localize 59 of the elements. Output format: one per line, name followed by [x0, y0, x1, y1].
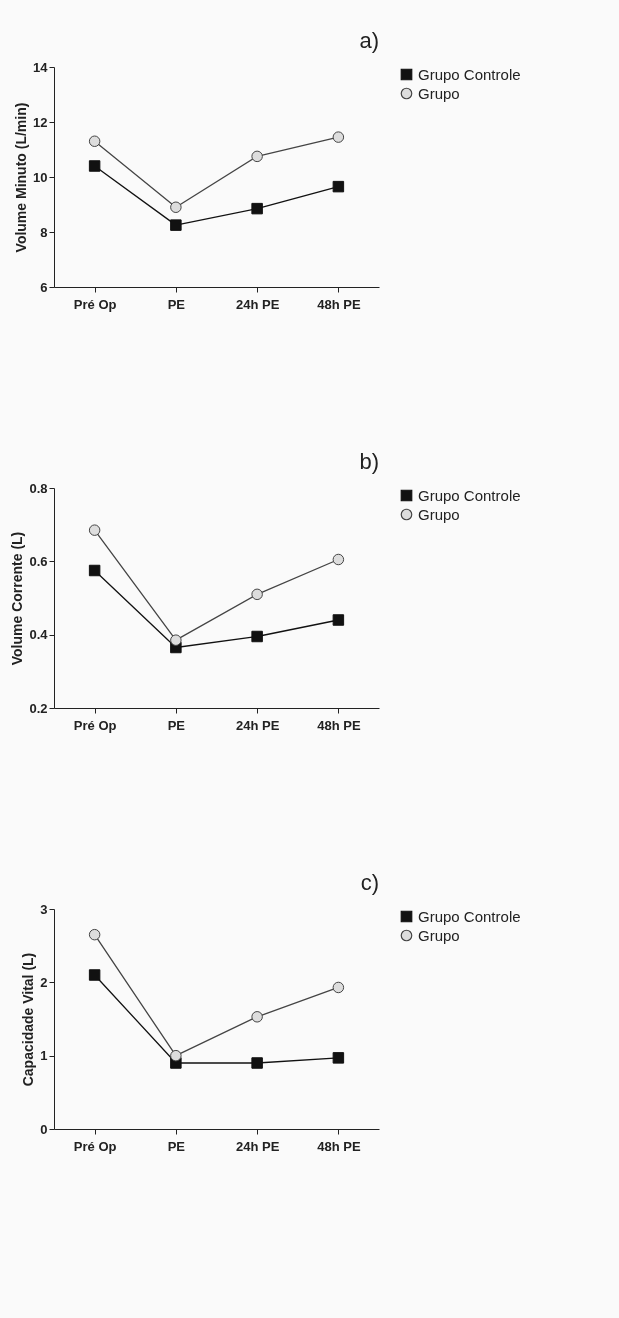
point — [332, 981, 345, 994]
y-tick-label: 10 — [33, 169, 48, 185]
y-tick-label: 0.2 — [29, 700, 48, 716]
y-tick-label: 0.8 — [29, 480, 48, 496]
x-tick-label: 48h PE — [317, 717, 361, 733]
point — [332, 1052, 345, 1064]
legend-label: Grupo — [418, 926, 460, 944]
y-axis-title: Volume Minuto (L/min) — [13, 102, 30, 253]
point — [251, 1011, 263, 1023]
chart-title: c) — [360, 870, 379, 895]
legend-label: Grupo — [418, 505, 460, 523]
point — [251, 202, 263, 215]
x-tick-label: 48h PE — [317, 296, 361, 312]
x-tick-label: Pré Op — [73, 296, 117, 312]
x-tick-label: Pré Op — [73, 1138, 117, 1154]
point — [170, 634, 182, 646]
y-tick-label: 3 — [40, 901, 48, 917]
y-tick-label: 0.4 — [29, 627, 49, 643]
point — [88, 524, 101, 536]
legend-label: Grupo Controle — [418, 486, 521, 504]
x-tick-label: 48h PE — [317, 1138, 361, 1154]
y-tick-label: 0 — [40, 1121, 48, 1137]
chart-title: b) — [359, 449, 379, 474]
y-tick-label: 8 — [40, 224, 48, 240]
y-tick-label: 2 — [40, 974, 48, 990]
point — [251, 1057, 263, 1069]
point — [251, 588, 263, 601]
point — [88, 928, 101, 941]
point — [88, 135, 101, 147]
point — [251, 630, 263, 643]
point — [251, 150, 263, 163]
chart-title: a) — [359, 28, 379, 53]
y-tick-label: 14 — [33, 59, 49, 75]
legend-label: Grupo Controle — [418, 65, 521, 83]
point — [170, 201, 182, 213]
x-tick-label: Pré Op — [73, 717, 117, 733]
point — [88, 564, 101, 577]
point — [88, 160, 101, 172]
y-tick-label: 12 — [33, 114, 48, 130]
point — [332, 180, 345, 193]
x-tick-label: 24h PE — [235, 717, 280, 733]
y-tick-label: 6 — [40, 279, 48, 295]
y-tick-label: 1 — [40, 1048, 48, 1064]
x-tick-label: 24h PE — [235, 296, 280, 312]
point — [332, 614, 345, 626]
point — [170, 219, 182, 231]
y-tick-label: 0.6 — [29, 553, 48, 569]
legend-label: Grupo — [418, 84, 460, 102]
y-axis-title: Capacidade Vital (L) — [20, 952, 37, 1087]
legend-label: Grupo Controle — [418, 907, 521, 925]
y-axis-title: Volume Corrente (L) — [9, 531, 26, 666]
x-tick-label: PE — [167, 1138, 186, 1154]
point — [332, 131, 345, 143]
x-tick-label: PE — [167, 717, 186, 733]
point — [332, 553, 345, 566]
point — [170, 1049, 182, 1062]
x-tick-label: 24h PE — [235, 1138, 280, 1154]
point — [88, 969, 101, 981]
x-tick-label: PE — [167, 296, 186, 312]
